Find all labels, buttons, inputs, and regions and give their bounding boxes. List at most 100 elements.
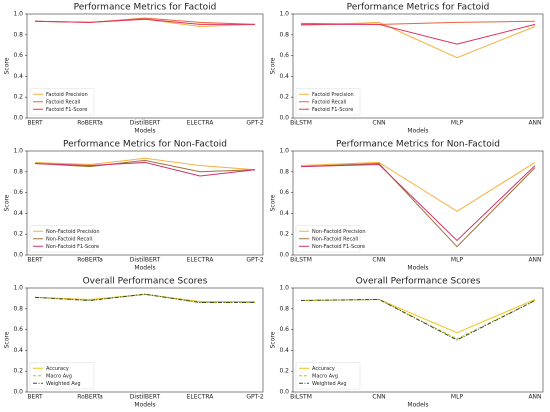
y-tick-label: 0.2 (279, 94, 289, 101)
x-tick-label: ELECTRA (187, 120, 215, 127)
legend-box (29, 88, 95, 116)
legend-box (295, 362, 361, 390)
x-tick-label: BiLSTM (290, 257, 312, 264)
x-tick-label: CNN (372, 257, 385, 264)
chart-title: Performance Metrics for Factoid (74, 3, 217, 13)
y-tick-label: 0.6 (279, 189, 289, 196)
y-tick-label: 0.0 (279, 115, 289, 122)
y-tick-label: 0.0 (13, 252, 23, 259)
y-axis-label: Score (270, 57, 277, 74)
y-tick-label: 1.0 (279, 148, 289, 155)
x-tick-label: MLP (451, 394, 464, 401)
y-tick-label: 0.0 (13, 115, 23, 122)
y-tick-label: 0.2 (13, 94, 23, 101)
chart-title: Performance Metrics for Factoid (347, 3, 490, 13)
y-tick-label: 0.0 (13, 389, 23, 396)
y-tick-label: 0.4 (279, 73, 289, 80)
plot-frame (292, 13, 544, 119)
legend-label: Weighted Avg (312, 381, 347, 387)
y-tick-label: 0.2 (279, 368, 289, 375)
legend-box (295, 225, 361, 253)
x-tick-label: CNN (372, 120, 385, 127)
x-tick-label: CNN (372, 394, 385, 401)
chart-title: Overall Performance Scores (356, 277, 481, 287)
x-tick-label: MLP (451, 257, 464, 264)
y-tick-label: 0.2 (279, 231, 289, 238)
series-line (300, 298, 536, 334)
legend-box (29, 362, 95, 390)
legend-box (29, 225, 95, 253)
series-line (34, 161, 256, 177)
x-tick-label: RoBERTa (77, 257, 103, 264)
legend-box (295, 88, 361, 116)
x-axis-label: Models (134, 128, 155, 135)
legend-label: Factoid Precision (46, 92, 88, 98)
plot-frame (292, 150, 544, 256)
x-tick-label: ANN (528, 120, 541, 127)
series-line (300, 298, 536, 341)
x-tick-label: BERT (27, 257, 43, 264)
y-tick-label: 0.4 (13, 73, 23, 80)
chart-title: Performance Metrics for Non-Factoid (336, 140, 500, 150)
y-tick-label: 1.0 (279, 285, 289, 292)
x-axis-label: Models (134, 402, 155, 409)
plot-frame (26, 150, 264, 256)
x-tick-label: DistilBERT (130, 257, 161, 264)
series-line (34, 18, 255, 25)
y-tick-label: 0.8 (13, 168, 23, 175)
y-tick-label: 1.0 (13, 11, 23, 18)
y-tick-label: 1.0 (13, 148, 23, 155)
y-tick-label: 0.8 (13, 305, 23, 312)
legend-label: Non-Factoid Precision (46, 229, 99, 235)
series-line (34, 159, 256, 173)
y-tick-label: 1.0 (13, 285, 23, 292)
legend-label: Factoid Recall (46, 99, 80, 105)
x-tick-label: BiLSTM (290, 120, 312, 127)
x-tick-label: BERT (27, 120, 43, 127)
chart-title: Performance Metrics for Non-Factoid (63, 140, 227, 150)
series-line (300, 21, 536, 59)
y-axis-label: Score (270, 194, 277, 211)
legend-label: Weighted Avg (46, 381, 81, 387)
series-line (34, 293, 255, 303)
y-tick-label: 0.8 (279, 31, 289, 38)
y-tick-label: 0.8 (279, 168, 289, 175)
legend-label: Non-Factoid Recall (46, 236, 92, 242)
plot-frame (292, 287, 544, 393)
y-tick-label: 0.6 (13, 326, 23, 333)
series-line (301, 23, 536, 45)
x-tick-label: ELECTRA (187, 257, 215, 264)
series-line (34, 157, 256, 171)
y-tick-label: 0.0 (279, 389, 289, 396)
x-tick-label: MLP (451, 120, 464, 127)
series-line (300, 164, 536, 242)
x-tick-label: BERT (27, 394, 43, 401)
y-axis-label: Score (270, 331, 277, 348)
legend-label: Macro Avg (46, 373, 72, 379)
x-tick-label: ELECTRA (187, 394, 215, 401)
x-axis-label: Models (407, 128, 428, 135)
y-axis-label: Score (4, 194, 11, 211)
x-axis-label: Models (407, 402, 428, 409)
legend-label: Non-Factoid F1-Score (46, 244, 99, 250)
series-line (300, 162, 536, 248)
y-tick-label: 0.2 (13, 368, 23, 375)
legend-label: Factoid F1-Score (46, 107, 87, 113)
legend-label: Non-Factoid Recall (312, 236, 358, 242)
legend-label: Factoid F1-Score (312, 107, 353, 113)
y-tick-label: 0.0 (279, 252, 289, 259)
legend-label: Accuracy (312, 366, 335, 372)
x-tick-label: GPT-2 (246, 257, 264, 264)
y-tick-label: 0.4 (13, 210, 23, 217)
y-tick-label: 0.6 (13, 52, 23, 59)
y-tick-label: 0.4 (279, 347, 289, 354)
legend-label: Factoid Precision (312, 92, 354, 98)
x-tick-label: GPT-2 (246, 394, 264, 401)
x-tick-label: DistilBERT (130, 394, 161, 401)
x-axis-label: Models (134, 265, 155, 272)
x-tick-label: ANN (528, 394, 541, 401)
y-tick-label: 0.6 (279, 52, 289, 59)
legend-label: Factoid Recall (312, 99, 346, 105)
